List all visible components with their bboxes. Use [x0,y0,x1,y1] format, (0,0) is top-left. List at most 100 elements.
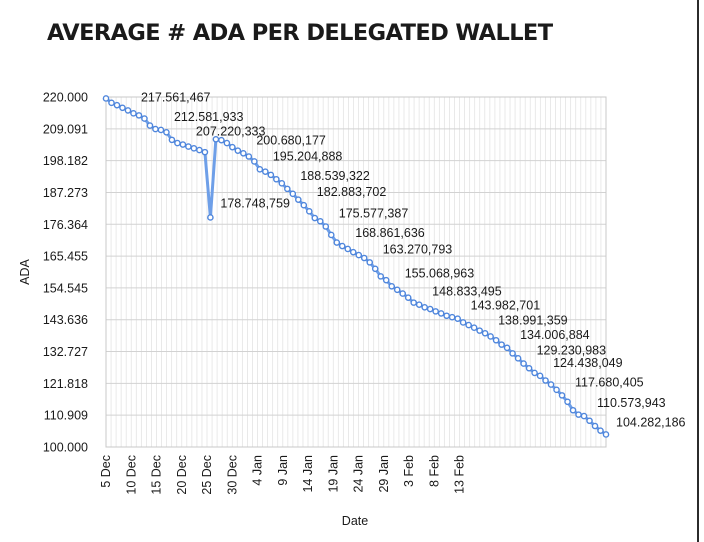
data-point [267,171,275,179]
data-point [338,242,346,250]
data-point [564,398,571,406]
data-point [300,201,308,209]
data-point [470,324,478,332]
data-points [102,95,610,438]
data-point [459,319,467,326]
data-point [119,104,126,112]
data-point [487,333,494,340]
x-tick-label: 15 Dec [150,455,164,495]
y-tick-labels: 220.000 209.091 198.182 187.273 176.364 165.4… [43,91,88,455]
data-label: 104.282,186 [616,415,686,429]
y-tick-label: 220.000 [43,91,88,105]
data-label: 138.991,359 [498,313,568,327]
y-tick-label: 165.455 [43,250,88,264]
data-point [196,146,203,154]
data-point [146,122,154,129]
data-point [476,327,483,334]
data-label: 178.748,759 [220,196,290,210]
data-label: 148.833,495 [432,285,502,299]
data-label: 117.680,405 [575,375,644,389]
data-point [553,386,560,394]
data-point [190,145,198,152]
data-point [349,248,357,256]
data-point [295,196,302,203]
data-point [360,254,368,262]
data-point [163,128,170,136]
y-tick-label: 121.818 [43,377,88,391]
series-line [104,96,608,436]
data-point [256,166,264,173]
x-tick-label: 24 Jan [352,455,366,493]
plot-area [105,96,607,448]
data-point [547,381,555,388]
data-point [481,329,489,337]
data-label: 168.861,636 [355,226,425,240]
data-point [388,282,396,290]
data-label: 182.883,702 [317,185,387,199]
data-point [229,143,236,151]
data-point [157,126,165,134]
data-point [377,273,385,280]
data-point [179,141,187,148]
x-tick-label: 19 Jan [326,455,340,493]
data-point [448,313,456,321]
x-tick-label: 10 Dec [124,455,138,495]
data-point [432,308,439,315]
x-axis-title: Date [342,514,368,528]
data-label: 134.006,884 [520,328,590,342]
data-point [305,208,313,215]
data-point [575,411,582,418]
data-point [289,190,297,198]
x-tick-labels: 5 Dec 10 Dec 15 Dec 20 Dec 25 Dec 30 Dec 4 Jan… [99,455,467,495]
data-label: 195.204,888 [273,149,343,163]
data-point [102,95,110,102]
data-point [113,101,121,109]
data-point [322,223,330,230]
data-label: 129.230,983 [537,344,607,358]
data-point [371,265,379,273]
data-label: 155.068,963 [405,266,475,280]
data-point [525,364,533,372]
data-point [223,139,231,147]
y-tick-label: 154.545 [43,281,88,295]
x-tick-label: 3 Feb [402,455,416,487]
x-tick-label: 29 Jan [377,455,391,493]
data-point [278,180,286,187]
x-tick-label: 30 Dec [225,455,239,495]
data-label: 188.539,322 [300,169,370,183]
data-point [245,153,253,160]
x-tick-label: 14 Jan [301,455,315,493]
data-point [421,303,428,311]
data-point [520,360,527,367]
data-point [443,312,450,320]
data-point [410,299,417,306]
data-point [152,125,159,133]
data-point [498,341,505,348]
data-label: 124.438,049 [553,356,623,370]
data-point [514,355,522,362]
data-label: 143.982,701 [471,299,541,313]
data-label: 207.220,333 [196,125,266,139]
data-point [366,259,374,266]
data-point [273,175,280,183]
data-point [465,321,472,329]
data-point [316,217,324,225]
data-point [262,168,269,175]
data-point [415,301,423,308]
grid [105,96,607,448]
data-point [201,148,209,156]
data-label: 175.577,387 [339,207,409,221]
x-tick-label: 20 Dec [175,455,189,495]
y-tick-label: 110.909 [44,409,88,423]
data-point [108,99,115,107]
data-point [284,185,291,193]
data-point [218,136,225,144]
x-tick-label: 13 Feb [453,455,467,494]
y-tick-label: 198.182 [43,154,88,168]
data-point [382,276,390,284]
data-label: 212.581,933 [174,110,244,124]
y-axis-title: ADA [18,258,32,284]
data-point [393,286,401,294]
data-point [569,406,577,414]
